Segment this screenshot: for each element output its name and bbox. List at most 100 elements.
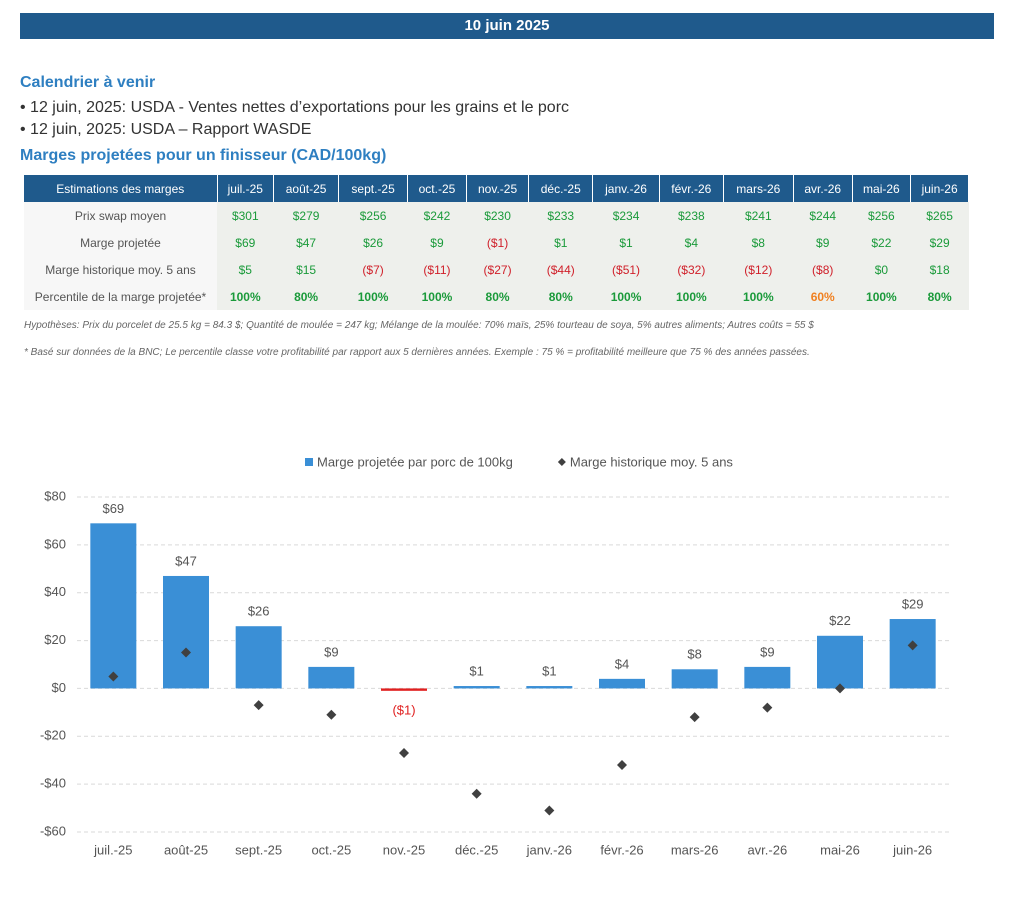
table-cell: ($27) — [466, 256, 529, 283]
x-tick-label: mai-26 — [820, 842, 860, 857]
y-tick-label: $80 — [44, 488, 66, 503]
bar — [744, 666, 791, 689]
data-label: ($1) — [392, 702, 415, 717]
table-cell: 100% — [217, 283, 274, 310]
column-header: juin-26 — [910, 175, 969, 202]
y-tick-label: -$20 — [40, 728, 66, 743]
date-banner: 10 juin 2025 — [20, 13, 994, 39]
table-cell: 60% — [793, 283, 853, 310]
table-cell: $238 — [659, 202, 724, 229]
assumptions-note: Hypothèses: Prix du porcelet de 25.5 kg … — [24, 320, 814, 331]
calendar-item: • 12 juin, 2025: USDA - Ventes nettes d’… — [20, 99, 570, 116]
data-label: $69 — [102, 501, 124, 516]
legend-swatch — [557, 458, 566, 466]
data-label: $9 — [324, 644, 338, 659]
x-tick-label: nov.-25 — [383, 842, 425, 857]
x-tick-label: mars-26 — [671, 842, 719, 857]
table-cell: $234 — [592, 202, 660, 229]
table-cell: ($51) — [592, 256, 660, 283]
table-cell: $47 — [273, 229, 339, 256]
diamond-marker — [108, 671, 119, 682]
column-header: sept.-25 — [338, 175, 409, 202]
row-label: Marge historique moy. 5 ans — [24, 256, 217, 283]
table-cell: $18 — [910, 256, 969, 283]
calendar-item: • 12 juin, 2025: USDA – Rapport WASDE — [20, 121, 312, 138]
x-tick-label: janv.-26 — [526, 842, 572, 857]
table-cell: $4 — [659, 229, 724, 256]
diamond-marker — [907, 640, 918, 651]
table-cell: $242 — [407, 202, 467, 229]
bar — [163, 575, 209, 689]
y-tick-label: -$40 — [40, 776, 66, 791]
section-title: Calendrier à venir — [20, 74, 156, 91]
table-cell: 100% — [852, 283, 911, 310]
table-cell: ($1) — [466, 229, 529, 256]
bar — [308, 666, 355, 689]
y-tick-label: $40 — [44, 584, 66, 599]
column-header: nov.-25 — [466, 175, 530, 202]
table-cell: 100% — [659, 283, 724, 310]
table-cell: ($32) — [659, 256, 724, 283]
table-cell: $233 — [528, 202, 593, 229]
table-cell: ($7) — [338, 256, 408, 283]
table-cell: $15 — [273, 256, 339, 283]
table-cell: ($11) — [407, 256, 467, 283]
table-cell: $256 — [338, 202, 408, 229]
legend-label: Marge historique moy. 5 ans — [570, 454, 734, 469]
chart: -$60 -$40 -$20 $0 $20 $40 $60 $80 juil.-25 août-2… — [40, 454, 949, 857]
table-cell: $9 — [793, 229, 853, 256]
data-label: $1 — [542, 663, 556, 678]
row-label: Prix swap moyen — [24, 202, 217, 229]
table-cell: ($8) — [793, 256, 853, 283]
column-header: févr.-26 — [659, 175, 724, 202]
data-label: $29 — [902, 596, 924, 611]
bar — [526, 686, 573, 689]
diamond-marker — [181, 647, 191, 658]
diamond-marker — [326, 709, 337, 720]
data-label: $4 — [615, 656, 629, 671]
diamond-marker — [471, 788, 482, 799]
row-label: Marge projetée — [24, 229, 217, 256]
table-row: Prix swap moyen $301 $279 $256 $242 $230 $233 $… — [24, 202, 969, 229]
bar — [671, 669, 718, 689]
table-cell: $0 — [852, 256, 911, 283]
x-tick-label: juin-26 — [892, 842, 932, 857]
data-label: $47 — [175, 553, 197, 568]
table-cell: 100% — [723, 283, 794, 310]
column-header: janv.-26 — [592, 175, 660, 202]
table-cell: $5 — [217, 256, 274, 283]
row-label: Percentile de la marge projetée* — [24, 283, 217, 310]
table-row: Percentile de la marge projetée* 100% 80% 1… — [24, 283, 969, 310]
header-row: Estimations des marges juil.-25 août-25 sep… — [24, 175, 969, 202]
bar — [235, 626, 282, 689]
section-title: Marges projetées pour un finisseur (CAD/… — [20, 147, 387, 164]
table-cell: 100% — [407, 283, 467, 310]
diamond-marker — [617, 760, 627, 770]
x-tick-label: sept.-25 — [235, 842, 282, 857]
column-header: juil.-25 — [217, 175, 275, 202]
diamond-marker — [762, 702, 773, 713]
diamond-marker — [544, 805, 555, 816]
table-cell: 100% — [338, 283, 408, 310]
x-tick-label: déc.-25 — [455, 842, 498, 857]
table-cell: ($44) — [528, 256, 593, 283]
table-cell: $241 — [723, 202, 794, 229]
table-cell: $244 — [793, 202, 853, 229]
table-cell: $256 — [852, 202, 911, 229]
table-row: Marge projetée $69 $47 $26 $9 ($1) $1 $1 $4 $8 $9 $… — [24, 229, 969, 256]
table-cell: $230 — [466, 202, 529, 229]
bar — [817, 635, 863, 689]
legend-label: Marge projetée par porc de 100kg — [317, 454, 513, 469]
table-cell: 80% — [273, 283, 339, 310]
y-tick-label: $0 — [52, 680, 66, 695]
bar — [453, 686, 500, 689]
data-label: $26 — [248, 604, 270, 619]
table-cell: $279 — [273, 202, 339, 229]
table-cell: 80% — [466, 283, 529, 310]
diamond-marker — [253, 700, 264, 711]
table-cell: $1 — [592, 229, 660, 256]
y-tick-label: -$60 — [40, 823, 66, 838]
legend-swatch — [305, 458, 313, 466]
bar — [381, 688, 427, 691]
